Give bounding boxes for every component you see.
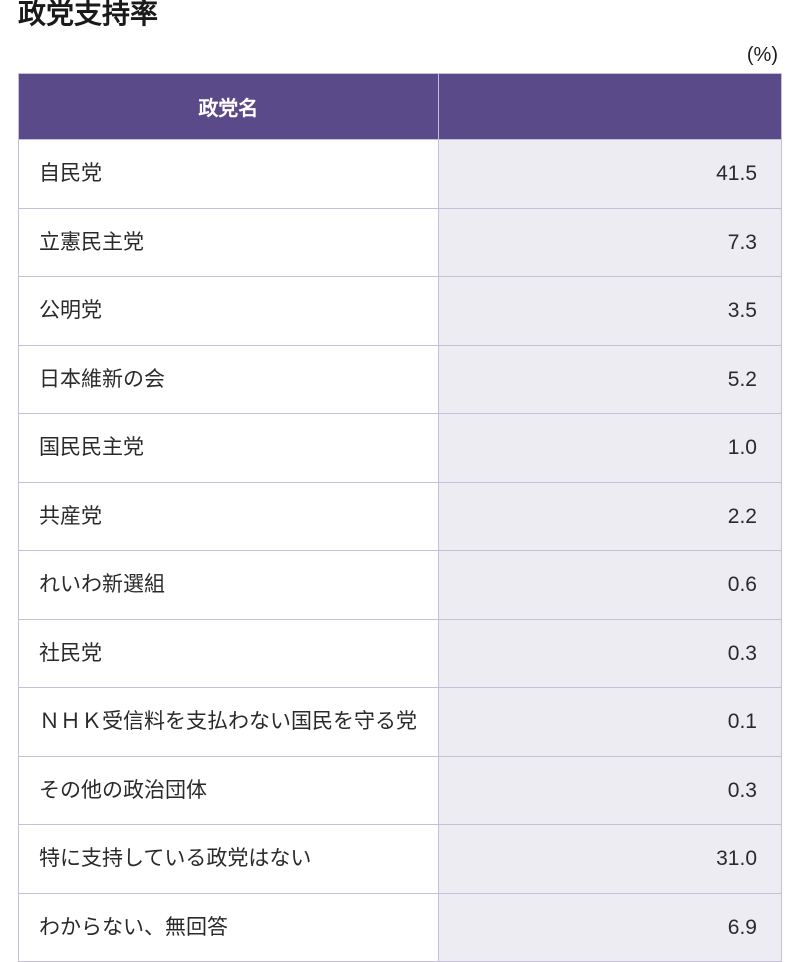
table-row: 特に支持している政党はない31.0 bbox=[19, 825, 782, 894]
table-row: 公明党3.5 bbox=[19, 277, 782, 346]
table-row: れいわ新選組0.6 bbox=[19, 551, 782, 620]
party-name-cell: 社民党 bbox=[19, 619, 439, 688]
header-value bbox=[438, 74, 781, 140]
party-value-cell: 2.2 bbox=[438, 482, 781, 551]
party-value-cell: 0.6 bbox=[438, 551, 781, 620]
party-name-cell: 公明党 bbox=[19, 277, 439, 346]
party-value-cell: 5.2 bbox=[438, 345, 781, 414]
page-title: 政党支持率 bbox=[18, 0, 782, 32]
table-row: 日本維新の会5.2 bbox=[19, 345, 782, 414]
party-name-cell: 共産党 bbox=[19, 482, 439, 551]
party-value-cell: 31.0 bbox=[438, 825, 781, 894]
party-name-cell: 日本維新の会 bbox=[19, 345, 439, 414]
header-party-name: 政党名 bbox=[19, 74, 439, 140]
table-row: 自民党41.5 bbox=[19, 140, 782, 209]
party-name-cell: れいわ新選組 bbox=[19, 551, 439, 620]
party-value-cell: 41.5 bbox=[438, 140, 781, 209]
table-row: 立憲民主党7.3 bbox=[19, 208, 782, 277]
table-row: その他の政治団体0.3 bbox=[19, 756, 782, 825]
table-row: 国民民主党1.0 bbox=[19, 414, 782, 483]
party-value-cell: 0.1 bbox=[438, 688, 781, 757]
party-support-table: 政党名 自民党41.5立憲民主党7.3公明党3.5日本維新の会5.2国民民主党1… bbox=[18, 73, 782, 962]
table-row: わからない、無回答6.9 bbox=[19, 893, 782, 962]
party-value-cell: 1.0 bbox=[438, 414, 781, 483]
party-value-cell: 7.3 bbox=[438, 208, 781, 277]
party-value-cell: 6.9 bbox=[438, 893, 781, 962]
unit-label: (%) bbox=[18, 44, 782, 67]
party-value-cell: 3.5 bbox=[438, 277, 781, 346]
table-row: ＮＨＫ受信料を支払わない国民を守る党0.1 bbox=[19, 688, 782, 757]
party-name-cell: その他の政治団体 bbox=[19, 756, 439, 825]
party-value-cell: 0.3 bbox=[438, 756, 781, 825]
table-row: 共産党2.2 bbox=[19, 482, 782, 551]
party-name-cell: 立憲民主党 bbox=[19, 208, 439, 277]
party-name-cell: 自民党 bbox=[19, 140, 439, 209]
party-name-cell: 国民民主党 bbox=[19, 414, 439, 483]
party-value-cell: 0.3 bbox=[438, 619, 781, 688]
party-name-cell: わからない、無回答 bbox=[19, 893, 439, 962]
party-name-cell: ＮＨＫ受信料を支払わない国民を守る党 bbox=[19, 688, 439, 757]
table-row: 社民党0.3 bbox=[19, 619, 782, 688]
party-name-cell: 特に支持している政党はない bbox=[19, 825, 439, 894]
table-header-row: 政党名 bbox=[19, 74, 782, 140]
